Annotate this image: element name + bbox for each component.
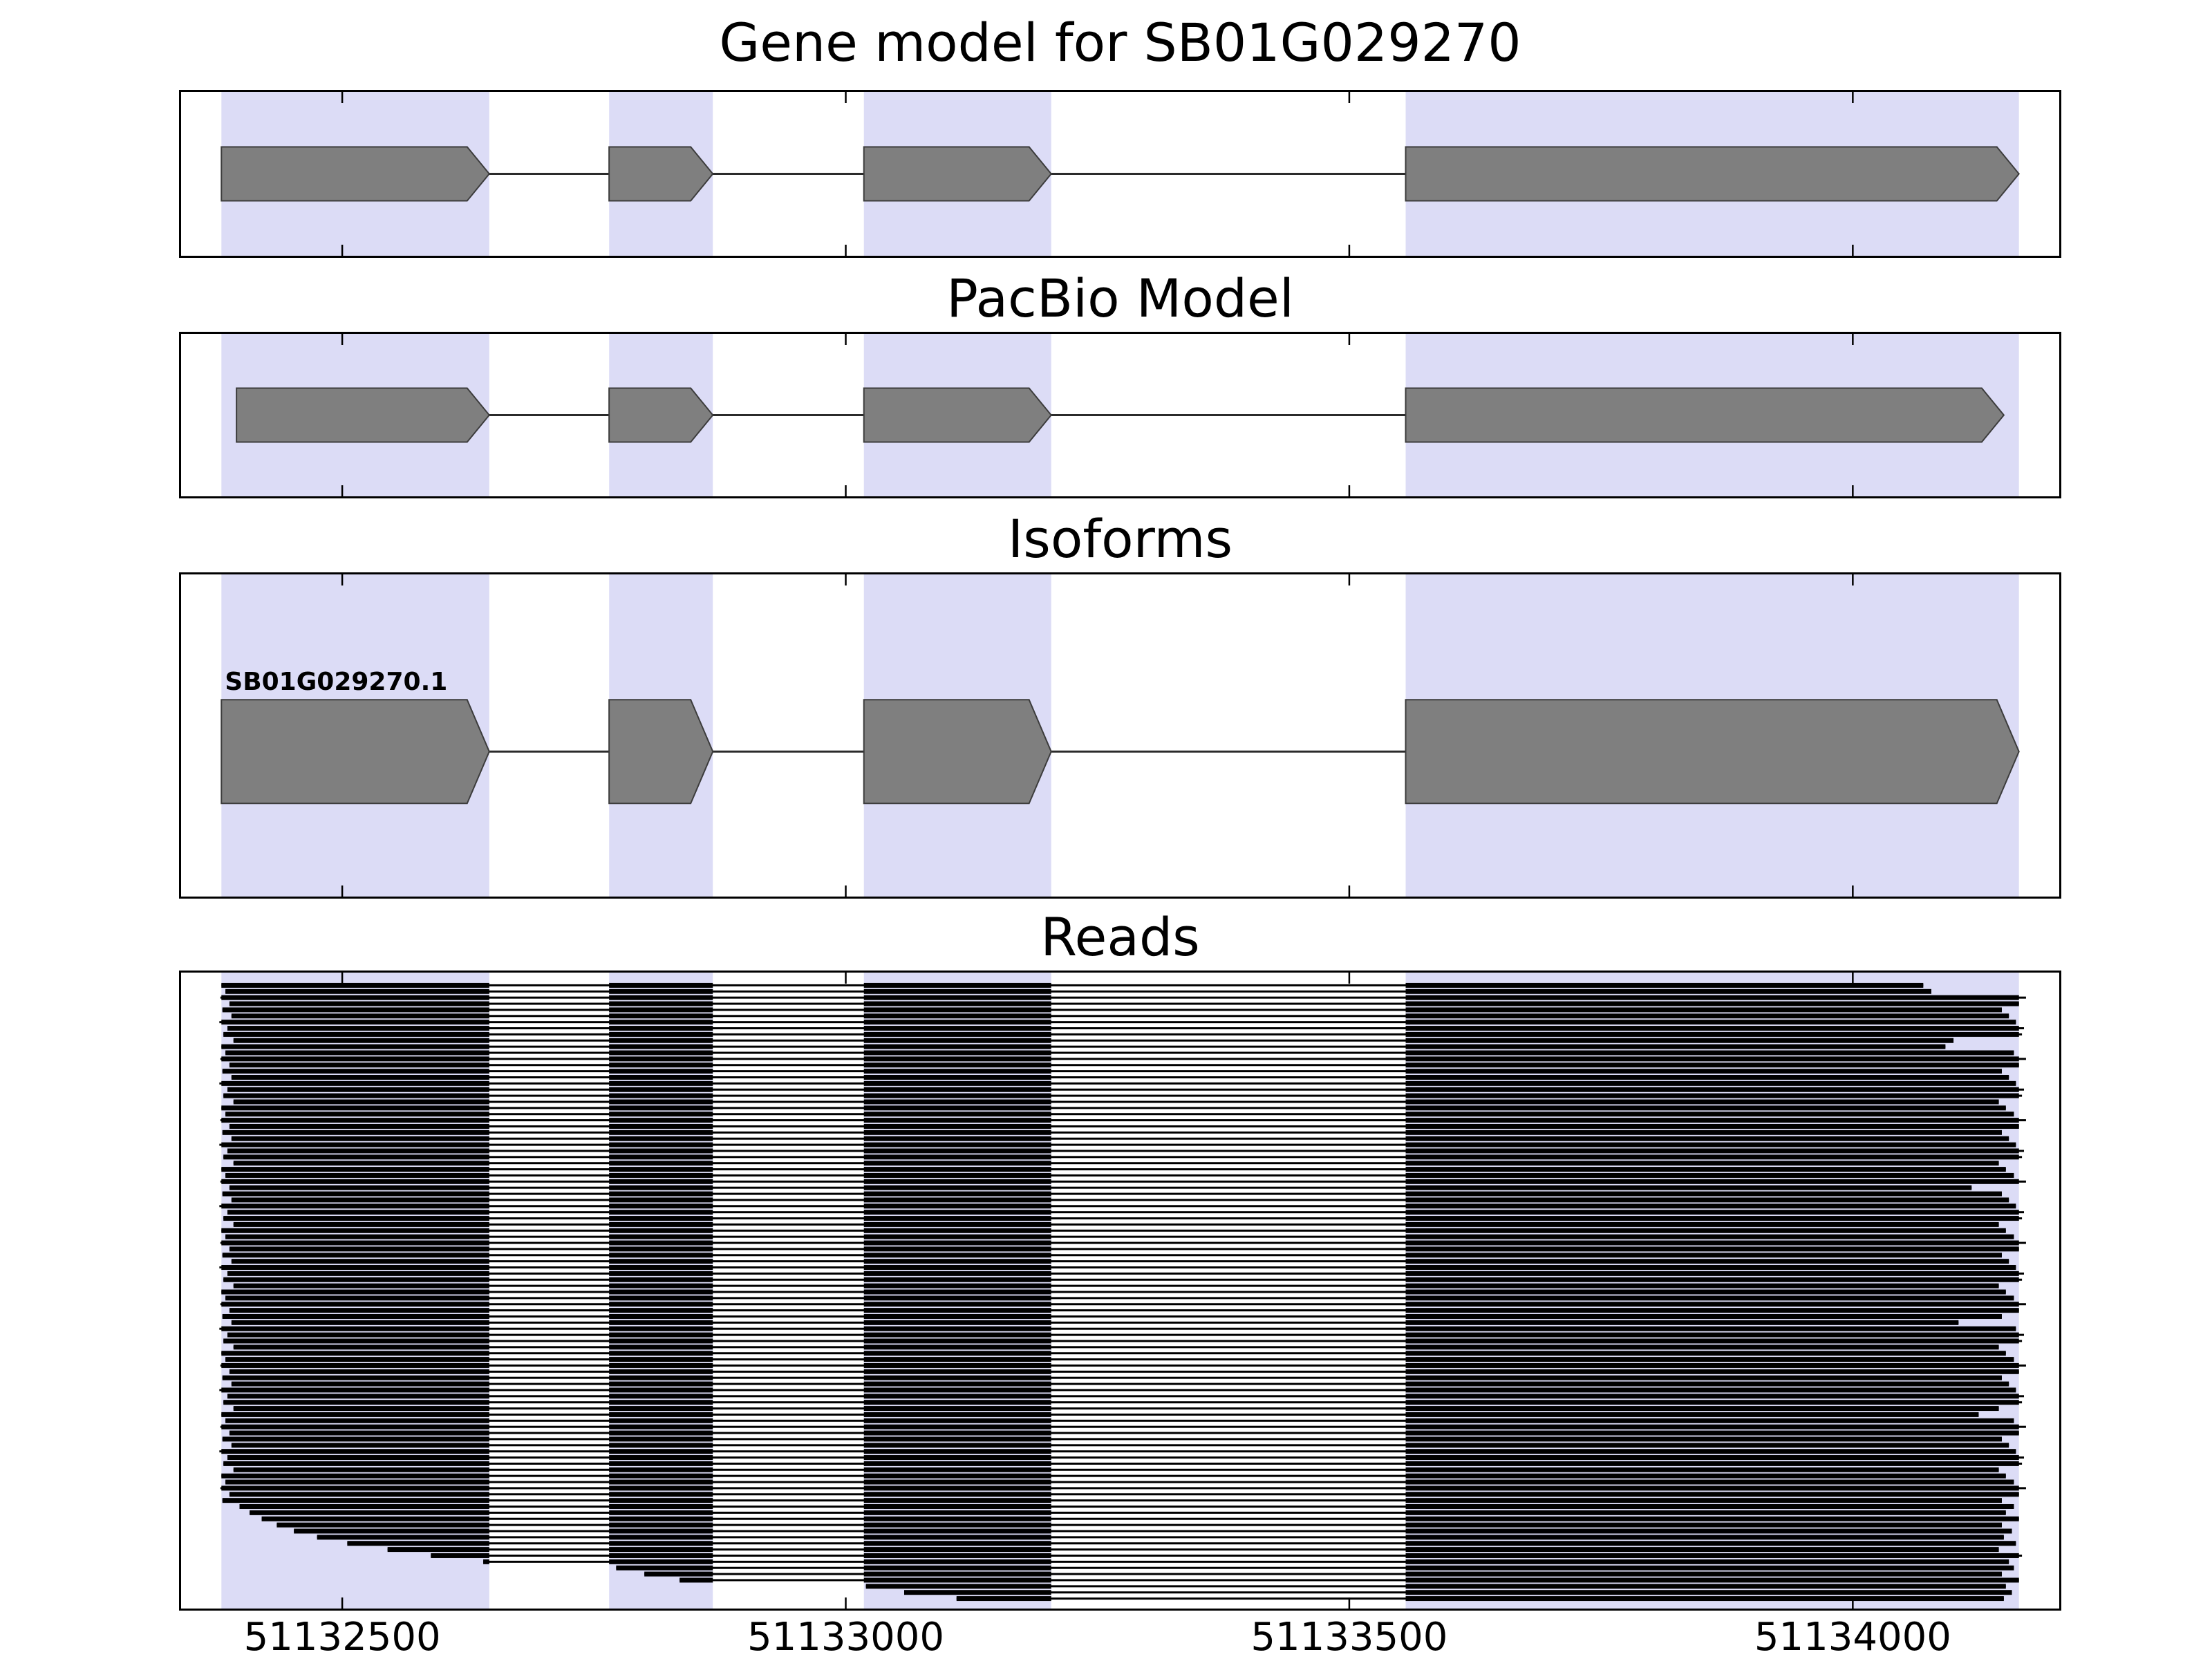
pacbio-panel [179, 332, 2061, 498]
reads-title: Reads [1040, 906, 1200, 968]
reads-panel [179, 971, 2061, 1611]
x-axis: 51132500 51133000 51133500 51134000 [179, 1615, 2061, 1659]
isoforms-title: Isoforms [1007, 508, 1233, 570]
x-tick-label: 51133000 [747, 1615, 945, 1659]
pacbio-title: PacBio Model [946, 268, 1294, 329]
gene-model-track-svg [221, 92, 2021, 256]
isoforms-panel: SB01G029270.1 [179, 572, 2061, 899]
x-tick-label: 51134000 [1754, 1615, 1951, 1659]
isoforms-track-svg [221, 574, 2020, 897]
gene-model-title: Gene model for SB01G029270 [719, 12, 1521, 73]
reads-track-svg [219, 973, 2026, 1609]
isoform-label: SB01G029270.1 [225, 668, 448, 697]
x-tick-label: 51132500 [243, 1615, 441, 1659]
x-tick-label: 51133500 [1250, 1615, 1448, 1659]
pacbio-track-svg [221, 334, 2019, 496]
gene-model-panel [179, 90, 2061, 258]
